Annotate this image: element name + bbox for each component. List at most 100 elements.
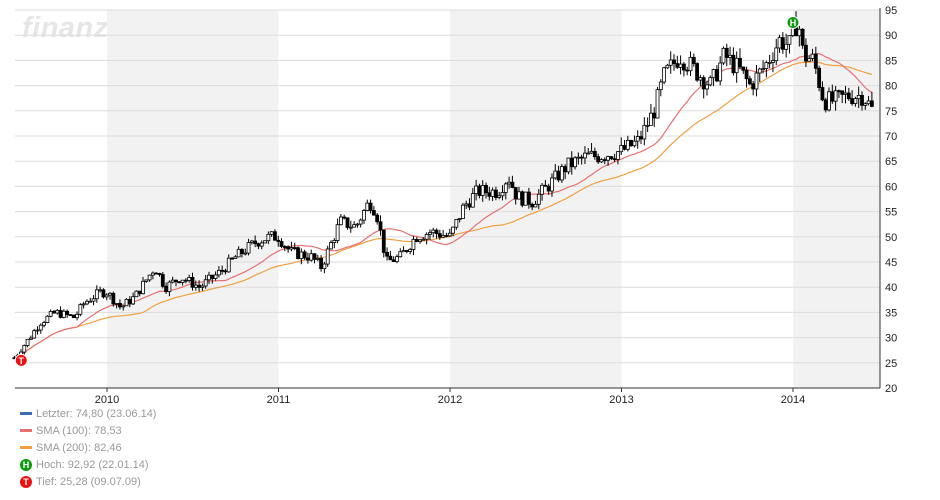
candle-body bbox=[556, 170, 561, 181]
candle-body bbox=[104, 294, 109, 298]
candle-body bbox=[141, 280, 145, 295]
candle-body bbox=[461, 204, 465, 219]
candle-body bbox=[306, 257, 310, 261]
candle-body bbox=[642, 125, 647, 140]
legend-label: Letzter: 74,80 (23.06.14) bbox=[36, 407, 157, 420]
year-band bbox=[450, 10, 622, 388]
candle-body bbox=[81, 303, 86, 306]
candle-body bbox=[78, 304, 83, 315]
candle-body bbox=[622, 145, 627, 150]
candle-body bbox=[362, 210, 366, 221]
candle-body bbox=[850, 98, 855, 104]
candle-body bbox=[807, 58, 812, 62]
candle-body bbox=[738, 57, 742, 68]
candle-body bbox=[797, 28, 802, 37]
candle-body bbox=[866, 100, 871, 105]
candle-body bbox=[751, 83, 756, 90]
candle-body bbox=[220, 269, 225, 272]
candle-body bbox=[408, 249, 413, 252]
candle-body bbox=[523, 191, 528, 206]
candle-body bbox=[269, 231, 274, 235]
candle-body bbox=[94, 289, 99, 300]
candle-body bbox=[530, 203, 535, 208]
legend-high: H Hoch: 92,92 (22.01.14) bbox=[20, 456, 156, 473]
candle-body bbox=[167, 281, 172, 293]
candle-body bbox=[553, 170, 558, 179]
candle-body bbox=[338, 216, 343, 226]
y-tick-label: 50 bbox=[885, 232, 897, 244]
legend-last: Letzter: 74,80 (23.06.14) bbox=[20, 405, 156, 422]
y-tick-label: 45 bbox=[885, 257, 897, 269]
candle-body bbox=[447, 232, 452, 237]
candle-body bbox=[612, 158, 617, 161]
candle-body bbox=[388, 255, 393, 261]
candle-body bbox=[767, 62, 772, 64]
candle-body bbox=[22, 345, 27, 353]
candle-body bbox=[111, 292, 116, 305]
candle-body bbox=[243, 252, 248, 255]
candle-body bbox=[315, 257, 320, 260]
candle-body bbox=[223, 270, 228, 273]
y-tick-label: 85 bbox=[885, 55, 897, 67]
candle-body bbox=[520, 191, 525, 206]
candle-body bbox=[830, 91, 835, 102]
candle-body bbox=[216, 269, 221, 276]
y-tick-label: 90 bbox=[885, 30, 897, 42]
candle-body bbox=[695, 63, 699, 81]
candle-body bbox=[207, 274, 211, 281]
candle-body bbox=[325, 248, 330, 265]
candle-body bbox=[658, 81, 663, 91]
candle-body bbox=[381, 229, 386, 253]
candle-body bbox=[747, 78, 752, 85]
candle-body bbox=[672, 59, 676, 64]
candle-body bbox=[500, 191, 505, 197]
candle-body bbox=[649, 112, 653, 126]
candle-body bbox=[744, 69, 749, 80]
candle-body bbox=[718, 62, 723, 82]
y-tick-label: 30 bbox=[885, 333, 897, 345]
candle-body bbox=[249, 240, 254, 243]
x-tick-label: 2012 bbox=[438, 394, 462, 406]
marker-label: H bbox=[790, 18, 797, 28]
candle-body bbox=[65, 310, 70, 316]
candle-body bbox=[256, 243, 261, 247]
candle-body bbox=[108, 292, 112, 296]
candle-body bbox=[846, 92, 851, 100]
candle-body bbox=[127, 299, 132, 305]
candle-body bbox=[25, 338, 30, 346]
candle-body bbox=[418, 239, 422, 243]
candle-body bbox=[675, 63, 680, 68]
candle-body bbox=[599, 159, 604, 163]
candle-body bbox=[698, 77, 703, 81]
legend-label: Tief: 25,28 (09.07.09) bbox=[36, 475, 141, 488]
candle-body bbox=[55, 310, 60, 314]
y-tick-label: 75 bbox=[885, 106, 897, 118]
candle-body bbox=[296, 247, 300, 260]
candle-body bbox=[266, 233, 271, 242]
candle-body bbox=[533, 203, 538, 208]
candle-body bbox=[497, 195, 502, 198]
candle-body bbox=[843, 92, 848, 95]
candle-body bbox=[68, 314, 73, 317]
candle-body bbox=[705, 84, 709, 90]
candle-body bbox=[289, 247, 294, 250]
candle-body bbox=[820, 87, 825, 101]
candle-body bbox=[335, 224, 340, 241]
candle-body bbox=[342, 216, 347, 219]
candle-body bbox=[639, 136, 643, 140]
candle-body bbox=[800, 28, 805, 46]
candle-body bbox=[190, 277, 195, 288]
candle-body bbox=[619, 145, 624, 153]
candle-body bbox=[414, 238, 419, 243]
candle-body bbox=[88, 300, 93, 303]
sma100-line bbox=[14, 52, 873, 359]
candle-body bbox=[804, 44, 808, 62]
candle-body bbox=[28, 337, 33, 340]
y-tick-label: 95 bbox=[885, 5, 897, 17]
candle-body bbox=[784, 43, 789, 50]
candle-body bbox=[160, 274, 165, 287]
candle-body bbox=[279, 241, 284, 247]
candle-body bbox=[444, 235, 449, 237]
candle-body bbox=[193, 284, 198, 288]
low-marker-icon: T bbox=[20, 475, 32, 488]
